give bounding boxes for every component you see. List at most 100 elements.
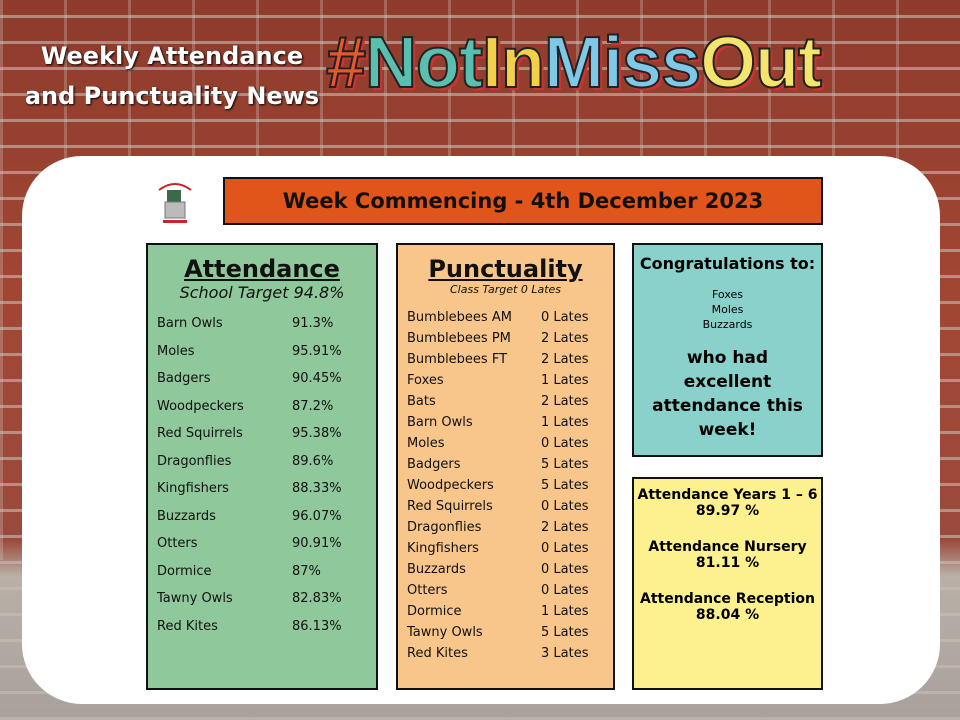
- value: 89.6%: [292, 453, 334, 469]
- class-name: Badgers: [407, 457, 461, 472]
- value: 88.33%: [292, 481, 342, 496]
- attendance-summary-box: Attendance Years 1 – 6 89.97 % Attendance …: [632, 477, 823, 690]
- punctuality-row: Moles 0 Lates: [398, 436, 613, 457]
- attendance-row: Barn Owls 91.3%: [148, 316, 376, 344]
- value: 0 Lates: [541, 562, 589, 577]
- value: 1 Lates: [541, 604, 589, 619]
- value: 2 Lates: [541, 331, 589, 346]
- class-name: Bumblebees AM: [407, 310, 512, 325]
- attendance-box: Attendance School Target 94.8% Barn Owls…: [146, 243, 378, 690]
- attendance-row: Red Kites 86.13%: [148, 619, 376, 647]
- value: 95.91%: [292, 343, 342, 359]
- summary-value: 89.97 %: [695, 503, 760, 519]
- class-name: Moles: [407, 436, 445, 451]
- class-name: Otters: [407, 583, 448, 598]
- value: 5 Lates: [541, 457, 589, 472]
- punctuality-row: Dormice 1 Lates: [398, 604, 613, 625]
- class-name: Bumblebees PM: [407, 331, 511, 346]
- summary-item: Attendance Reception 88.04 %: [634, 591, 821, 623]
- attendance-row: Dormice 87%: [148, 564, 376, 592]
- class-name: Kingfishers: [407, 541, 479, 556]
- class-name: Foxes: [407, 373, 444, 388]
- attendance-row: Kingfishers 88.33%: [148, 481, 376, 509]
- punctuality-row: Barn Owls 1 Lates: [398, 415, 613, 436]
- class-name: Buzzards: [157, 508, 216, 524]
- week-commencing-banner: Week Commencing - 4th December 2023: [223, 177, 823, 225]
- class-name: Dragonflies: [407, 520, 482, 535]
- punctuality-row: Foxes 1 Lates: [398, 373, 613, 394]
- value: 86.13%: [292, 618, 342, 634]
- value: 0 Lates: [541, 436, 589, 451]
- punctuality-row: Bumblebees AM 0 Lates: [398, 310, 613, 331]
- class-name: Woodpeckers: [157, 398, 244, 414]
- value: 2 Lates: [541, 394, 589, 409]
- congratulations-box: Congratulations to: Foxes Moles Buzzards w…: [632, 243, 823, 457]
- class-name: Red Kites: [157, 618, 218, 634]
- value: 95.38%: [292, 426, 342, 441]
- value: 91.3%: [292, 316, 334, 331]
- class-name: Dragonflies: [157, 453, 232, 469]
- attendance-row: Woodpeckers 87.2%: [148, 399, 376, 427]
- value: 0 Lates: [541, 583, 589, 598]
- punctuality-row: Buzzards 0 Lates: [398, 562, 613, 583]
- value: 0 Lates: [541, 541, 589, 556]
- attendance-row: Tawny Owls 82.83%: [148, 591, 376, 619]
- class-name: Dormice: [157, 563, 212, 579]
- congrats-title: Congratulations to:: [639, 254, 816, 273]
- attendance-title: Attendance: [184, 255, 340, 283]
- headline-line-2: and Punctuality News: [24, 82, 320, 110]
- hashtag-part: In: [481, 22, 546, 104]
- summary-label: Attendance Reception: [640, 591, 815, 607]
- punctuality-row: Kingfishers 0 Lates: [398, 541, 613, 562]
- value: 90.45%: [292, 371, 342, 386]
- attendance-row: Red Squirrels 95.38%: [148, 426, 376, 454]
- punctuality-row: Woodpeckers 5 Lates: [398, 478, 613, 499]
- congrats-message: who had excellent attendance this week!: [652, 348, 803, 440]
- class-name: Barn Owls: [407, 415, 473, 430]
- class-name: Red Squirrels: [157, 426, 243, 441]
- value: 0 Lates: [541, 310, 589, 325]
- value: 1 Lates: [541, 415, 589, 430]
- punctuality-row: Red Squirrels 0 Lates: [398, 499, 613, 520]
- class-name: Woodpeckers: [407, 478, 494, 493]
- summary-label: Attendance Nursery: [648, 539, 807, 555]
- class-name: Buzzards: [407, 562, 466, 577]
- value: 5 Lates: [541, 625, 589, 640]
- summary-item: Attendance Years 1 – 6 89.97 %: [634, 487, 821, 519]
- congrats-class: Buzzards: [702, 318, 753, 331]
- value: 87%: [292, 563, 321, 579]
- hashtag-part: #: [325, 22, 367, 104]
- hashtag-part: Miss: [543, 22, 702, 104]
- value: 87.2%: [292, 398, 334, 414]
- class-name: Tawny Owls: [407, 625, 483, 640]
- value: 90.91%: [292, 536, 342, 551]
- punctuality-row: Bumblebees FT 2 Lates: [398, 352, 613, 373]
- punctuality-row: Red Kites 3 Lates: [398, 646, 613, 667]
- attendance-row: Buzzards 96.07%: [148, 509, 376, 537]
- hashtag-part: Not: [364, 22, 484, 104]
- attendance-target: School Target 94.8%: [179, 283, 345, 302]
- punctuality-target: Class Target 0 Lates: [450, 283, 561, 296]
- class-name: Dormice: [407, 604, 462, 619]
- punctuality-row: Badgers 5 Lates: [398, 457, 613, 478]
- punctuality-row: Otters 0 Lates: [398, 583, 613, 604]
- attendance-row: Badgers 90.45%: [148, 371, 376, 399]
- congrats-class: Moles: [711, 303, 744, 316]
- summary-value: 81.11 %: [695, 555, 760, 571]
- class-name: Moles: [157, 343, 195, 359]
- class-name: Tawny Owls: [157, 591, 233, 606]
- attendance-row: Dragonflies 89.6%: [148, 454, 376, 482]
- value: 82.83%: [292, 591, 342, 606]
- value: 0 Lates: [541, 499, 589, 514]
- value: 96.07%: [292, 508, 342, 524]
- class-name: Bats: [407, 394, 436, 409]
- congrats-class: Foxes: [712, 288, 743, 301]
- class-name: Bumblebees FT: [407, 352, 508, 367]
- value: 2 Lates: [541, 520, 589, 535]
- headline: Weekly Attendance and Punctuality News: [22, 36, 322, 116]
- summary-item: Attendance Nursery 81.11 %: [634, 539, 821, 571]
- class-name: Barn Owls: [157, 316, 223, 331]
- summary-value: 88.04 %: [695, 607, 760, 623]
- hashtag-title: #NotInMissOut: [325, 22, 936, 104]
- punctuality-row: Dragonflies 2 Lates: [398, 520, 613, 541]
